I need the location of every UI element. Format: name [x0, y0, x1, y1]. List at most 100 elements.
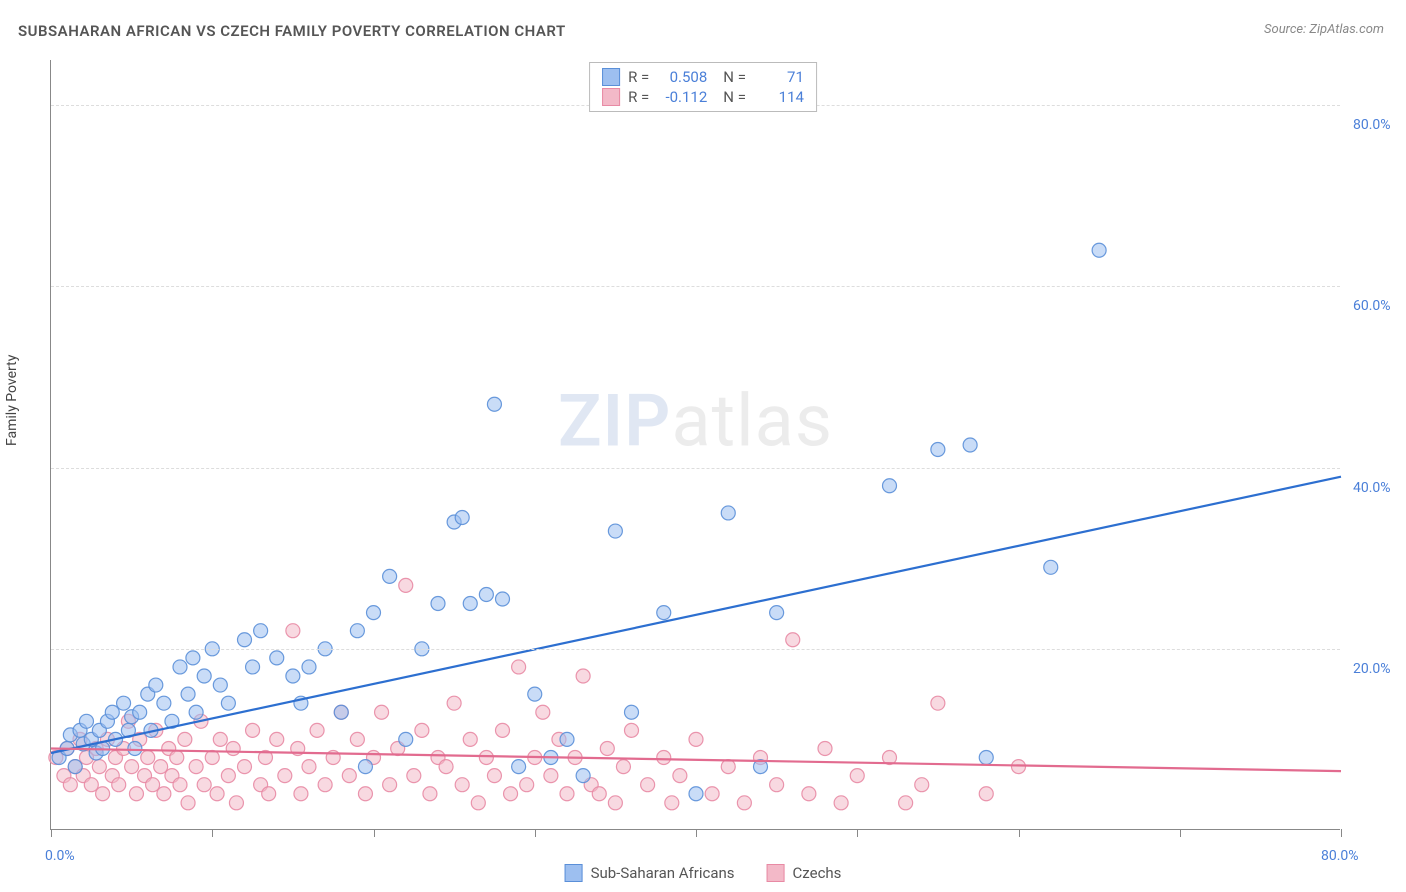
- scatter-point: [79, 714, 93, 728]
- scatter-point: [625, 705, 639, 719]
- scatter-point: [270, 651, 284, 665]
- scatter-point: [112, 778, 126, 792]
- scatter-point: [213, 678, 227, 692]
- x-tick-label: 0.0%: [45, 848, 75, 864]
- scatter-point: [520, 778, 534, 792]
- scatter-point: [149, 678, 163, 692]
- scatter-point: [512, 760, 526, 774]
- stats-row-series-2: R = -0.112 N = 114: [602, 87, 804, 107]
- scatter-point: [673, 769, 687, 783]
- scatter-point: [512, 660, 526, 674]
- r-value-1: 0.508: [657, 68, 707, 86]
- scatter-point: [92, 760, 106, 774]
- n-value-2: 114: [754, 88, 804, 106]
- scatter-point: [576, 669, 590, 683]
- scatter-point: [1044, 560, 1058, 574]
- swatch-series-2: [602, 88, 620, 106]
- scatter-point: [850, 769, 864, 783]
- y-tick-label: 40.0%: [1353, 480, 1391, 496]
- scatter-point: [221, 696, 235, 710]
- scatter-point: [210, 787, 224, 801]
- scatter-point: [415, 723, 429, 737]
- scatter-point: [186, 651, 200, 665]
- scatter-point: [181, 796, 195, 810]
- scatter-point: [818, 741, 832, 755]
- scatter-point: [657, 751, 671, 765]
- scatter-point: [173, 660, 187, 674]
- scatter-point: [608, 524, 622, 538]
- r-label: R =: [628, 88, 649, 106]
- scatter-point: [146, 778, 160, 792]
- scatter-svg: [51, 60, 1340, 829]
- scatter-point: [479, 751, 493, 765]
- legend-item-2: Czechs: [767, 864, 842, 882]
- scatter-point: [487, 769, 501, 783]
- scatter-point: [834, 796, 848, 810]
- scatter-point: [189, 760, 203, 774]
- scatter-point: [334, 705, 348, 719]
- scatter-point: [358, 787, 372, 801]
- r-value-2: -0.112: [657, 88, 707, 106]
- scatter-point: [883, 479, 897, 493]
- scatter-point: [915, 778, 929, 792]
- scatter-point: [294, 787, 308, 801]
- scatter-point: [178, 732, 192, 746]
- scatter-point: [641, 778, 655, 792]
- y-tick-label: 80.0%: [1353, 117, 1391, 133]
- scatter-point: [128, 741, 142, 755]
- scatter-point: [342, 769, 356, 783]
- scatter-point: [770, 778, 784, 792]
- scatter-point: [189, 705, 203, 719]
- scatter-point: [157, 696, 171, 710]
- stats-row-series-1: R = 0.508 N = 71: [602, 67, 804, 87]
- scatter-point: [246, 723, 260, 737]
- x-tick-mark: [1341, 829, 1342, 837]
- scatter-point: [205, 751, 219, 765]
- scatter-point: [455, 778, 469, 792]
- scatter-point: [802, 787, 816, 801]
- scatter-point: [399, 578, 413, 592]
- scatter-point: [463, 597, 477, 611]
- scatter-point: [173, 778, 187, 792]
- scatter-point: [367, 606, 381, 620]
- scatter-point: [689, 732, 703, 746]
- scatter-point: [278, 769, 292, 783]
- x-tick-label: 80.0%: [1321, 848, 1359, 864]
- n-label: N =: [723, 88, 746, 106]
- scatter-point: [197, 669, 211, 683]
- legend-item-1: Sub-Saharan Africans: [565, 864, 735, 882]
- gridline: [51, 286, 1340, 287]
- plot-area: ZIPatlas 20.0%40.0%60.0%80.0%0.0%80.0%: [50, 60, 1340, 830]
- x-tick-mark: [1019, 829, 1020, 837]
- x-tick-mark: [51, 829, 52, 837]
- scatter-point: [246, 660, 260, 674]
- scatter-point: [350, 732, 364, 746]
- scatter-point: [931, 443, 945, 457]
- legend-label-2: Czechs: [793, 864, 842, 882]
- scatter-point: [479, 587, 493, 601]
- scatter-point: [665, 796, 679, 810]
- scatter-point: [979, 787, 993, 801]
- scatter-point: [447, 696, 461, 710]
- scatter-point: [689, 787, 703, 801]
- source-attribution: Source: ZipAtlas.com: [1264, 22, 1384, 37]
- scatter-point: [141, 751, 155, 765]
- scatter-point: [592, 787, 606, 801]
- scatter-point: [105, 705, 119, 719]
- scatter-point: [318, 778, 332, 792]
- scatter-point: [399, 732, 413, 746]
- scatter-point: [407, 769, 421, 783]
- n-value-1: 71: [754, 68, 804, 86]
- scatter-point: [455, 510, 469, 524]
- scatter-point: [423, 787, 437, 801]
- scatter-point: [600, 741, 614, 755]
- legend-swatch-1: [565, 864, 583, 882]
- y-tick-label: 20.0%: [1353, 661, 1391, 677]
- scatter-point: [213, 732, 227, 746]
- x-tick-mark: [535, 829, 536, 837]
- scatter-point: [496, 592, 510, 606]
- y-tick-label: 60.0%: [1353, 298, 1391, 314]
- scatter-point: [383, 778, 397, 792]
- x-tick-mark: [212, 829, 213, 837]
- scatter-point: [221, 769, 235, 783]
